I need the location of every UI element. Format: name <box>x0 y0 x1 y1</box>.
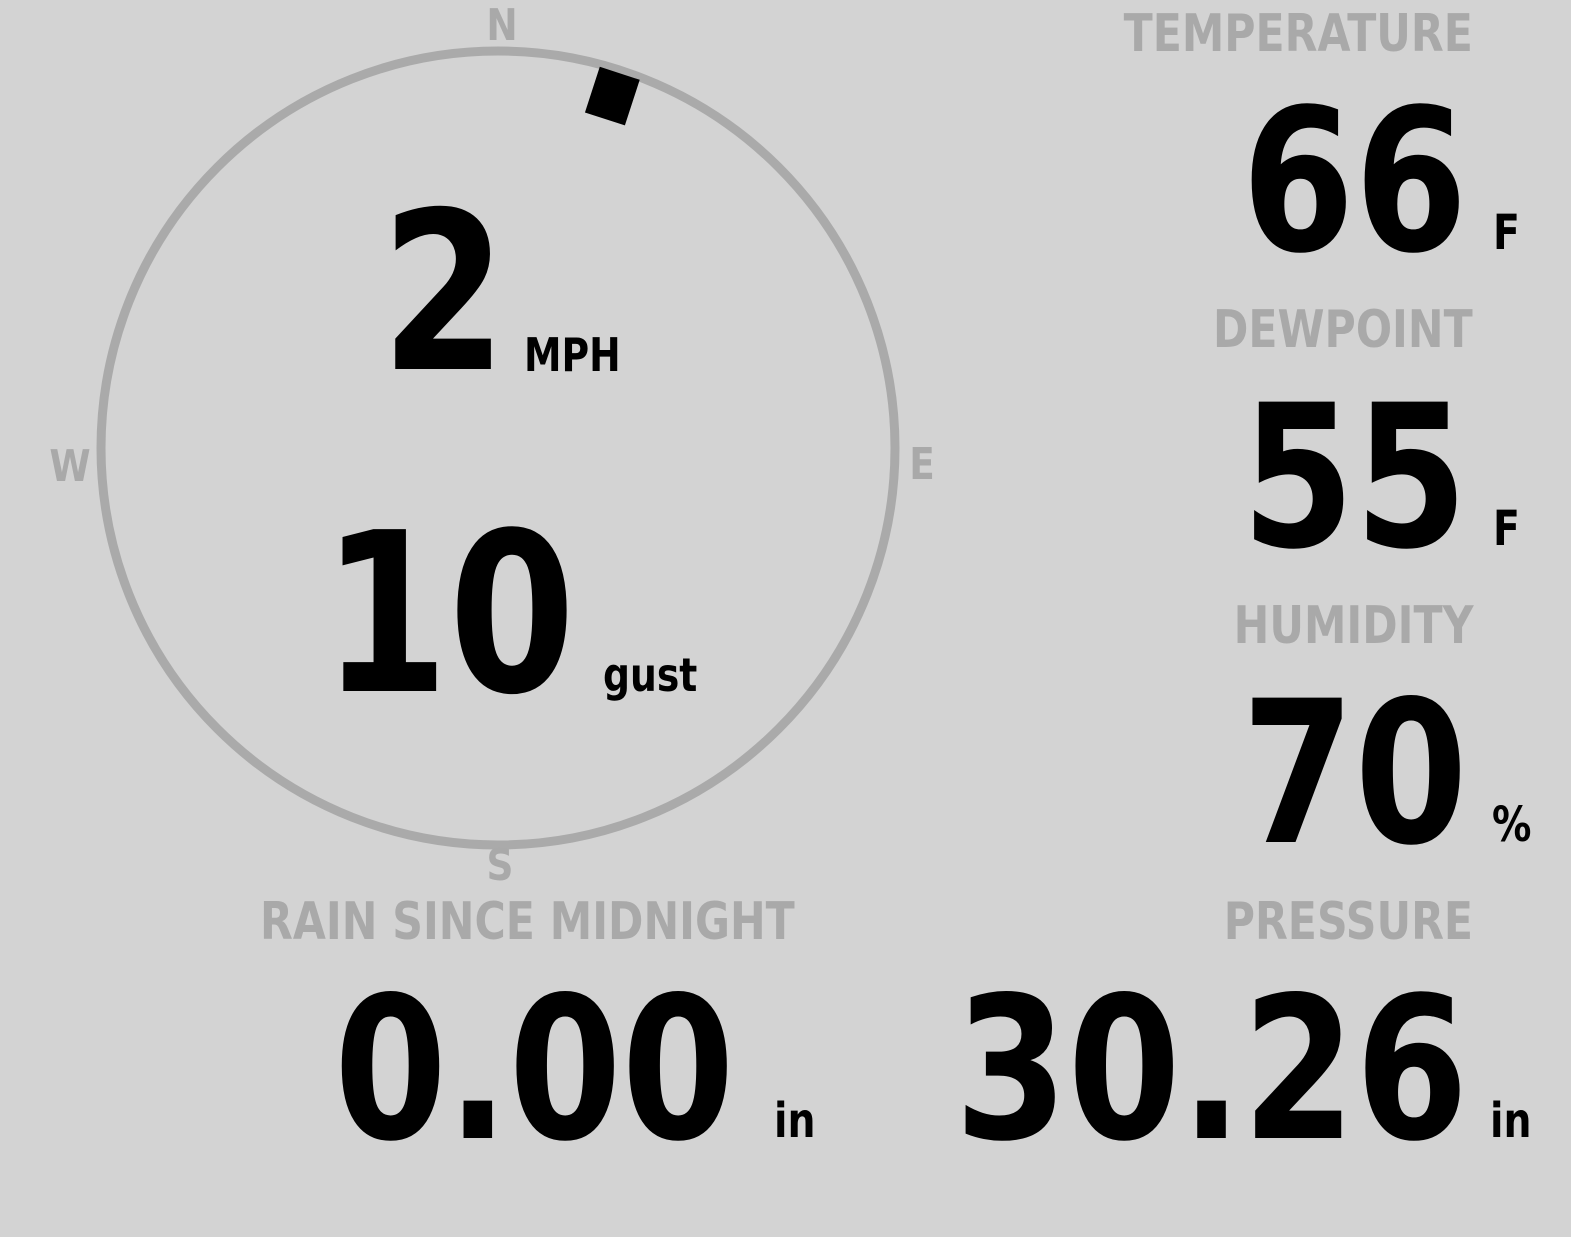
humidity-unit: % <box>1492 797 1532 853</box>
rain-unit: in <box>774 1093 816 1149</box>
compass-south: S <box>486 840 514 891</box>
pressure-value: 30.26 <box>954 954 1468 1185</box>
compass-ring <box>96 46 900 850</box>
temperature-label: TEMPERATURE <box>1123 4 1473 64</box>
rain-value: 0.00 <box>334 954 735 1185</box>
temperature-value: 66 <box>1242 66 1468 297</box>
wind-gust-label: gust <box>603 648 698 702</box>
humidity-label: HUMIDITY <box>1233 596 1473 656</box>
rain-label: RAIN SINCE MIDNIGHT <box>260 892 795 952</box>
compass-west: W <box>49 441 91 492</box>
pressure-unit: in <box>1490 1093 1532 1149</box>
pressure-label: PRESSURE <box>1223 892 1473 952</box>
dewpoint-value: 55 <box>1242 362 1468 593</box>
wind-speed-value: 2 <box>381 165 507 421</box>
temperature-unit: F <box>1493 205 1520 261</box>
humidity-value: 70 <box>1242 658 1468 889</box>
compass-east: E <box>909 439 935 490</box>
dewpoint-unit: F <box>1493 501 1520 557</box>
wind-direction-marker <box>584 66 640 126</box>
compass-north: N <box>486 0 518 51</box>
wind-gust-value: 10 <box>322 486 576 744</box>
dewpoint-label: DEWPOINT <box>1213 300 1473 360</box>
wind-speed-unit: MPH <box>524 328 621 382</box>
